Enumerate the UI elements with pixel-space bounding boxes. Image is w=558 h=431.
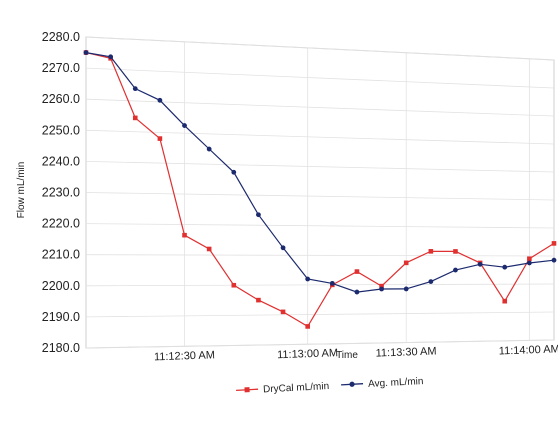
h-grid-line (85, 192, 555, 201)
data-point (206, 246, 212, 252)
x-tick-label: 11:13:00 AM (277, 347, 338, 361)
data-point (329, 280, 335, 286)
h-grid-line (85, 339, 555, 349)
y-tick-label: 2190.0 (42, 310, 80, 324)
data-point (305, 276, 311, 282)
data-point (231, 169, 237, 175)
data-point (453, 267, 458, 273)
y-tick-label: 2200.0 (42, 279, 80, 293)
series-group (83, 50, 557, 329)
data-point (132, 86, 138, 92)
y-tick-label: 2280.0 (42, 30, 80, 44)
x-axis-ticks: 11:12:30 AM 11:13:00 AM 11:13:30 AM 11:14:0… (154, 343, 558, 363)
h-grid-line (85, 161, 555, 173)
data-point (182, 232, 187, 238)
data-point (551, 257, 557, 263)
data-point (256, 297, 261, 303)
legend: DryCal mL/min Avg. mL/min (236, 376, 424, 395)
data-point (157, 136, 163, 141)
grid-lines (85, 36, 555, 349)
data-point (354, 269, 360, 274)
y-tick-label: 2260.0 (42, 92, 80, 106)
y-tick-label: 2250.0 (42, 123, 80, 137)
data-point (182, 123, 187, 128)
series-line (85, 52, 555, 293)
data-point (403, 286, 409, 292)
series-2 (83, 50, 557, 295)
data-point (502, 298, 508, 304)
data-point (280, 245, 286, 251)
legend-marker (244, 387, 250, 393)
data-point (231, 282, 237, 288)
x-tick-label: 11:13:30 AM (375, 345, 436, 359)
legend-item-1: DryCal mL/min (236, 381, 330, 395)
data-point (379, 286, 384, 292)
data-point (551, 241, 557, 246)
y-tick-label: 2230.0 (42, 186, 80, 200)
data-point (453, 249, 458, 254)
series-line (85, 52, 555, 328)
h-grid-line (85, 98, 555, 117)
data-point (527, 256, 532, 262)
data-point (132, 115, 138, 121)
data-point (428, 279, 434, 284)
data-point (157, 97, 163, 103)
legend-item-2: Avg. mL/min (341, 376, 424, 390)
x-axis-title: Time (336, 350, 358, 361)
x-tick-label: 11:12:30 AM (154, 349, 215, 363)
data-point (379, 283, 384, 289)
plot-area (85, 36, 555, 349)
data-point (428, 249, 434, 254)
data-point (256, 212, 261, 218)
h-grid-line (85, 254, 555, 257)
h-grid-line (85, 67, 555, 89)
h-grid-line (85, 311, 555, 318)
data-point (526, 260, 532, 266)
plot-frame (85, 36, 555, 349)
y-axis-ticks: 2280.0 2270.0 2260.0 2250.0 2240.0 2230.0 2220… (42, 30, 80, 355)
legend-marker (349, 381, 355, 387)
h-grid-line (85, 129, 555, 145)
data-point (206, 146, 212, 152)
data-point (108, 54, 114, 60)
h-grid-line (85, 283, 555, 287)
data-point (477, 261, 483, 267)
data-point (403, 260, 409, 266)
data-point (83, 50, 89, 55)
y-tick-label: 2210.0 (42, 248, 80, 262)
legend-label: DryCal mL/min (263, 381, 330, 395)
data-point (280, 309, 286, 315)
y-tick-label: 2240.0 (42, 154, 80, 168)
h-grid-line (85, 36, 555, 61)
data-point (502, 264, 508, 270)
y-axis-title: Flow mL/min (16, 162, 27, 219)
x-tick-label: 11:14:00 AM (499, 343, 558, 357)
h-grid-line (85, 223, 555, 229)
data-point (305, 324, 310, 329)
y-tick-label: 2270.0 (42, 61, 80, 75)
y-tick-label: 2180.0 (42, 341, 80, 355)
legend-label: Avg. mL/min (368, 376, 424, 390)
y-tick-label: 2220.0 (42, 217, 80, 231)
data-point (354, 289, 360, 295)
